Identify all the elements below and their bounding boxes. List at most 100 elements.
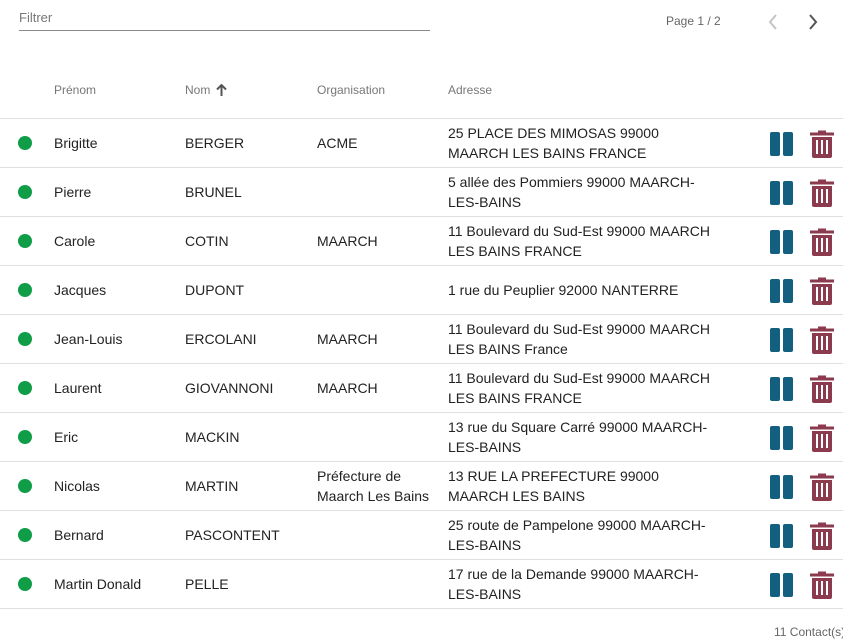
table-row[interactable]: Nicolas MARTIN Préfecture de Maarch Les … [0,461,843,510]
cell-nom: BRUNEL [185,184,242,200]
delete-button[interactable] [808,179,836,207]
trash-icon [810,277,834,305]
pause-button[interactable] [768,375,796,403]
delete-button[interactable] [808,277,836,305]
arrow-up-icon [216,84,228,96]
pause-icon [770,279,793,303]
table-row[interactable]: Carole COTIN MAARCH 11 Boulevard du Sud-… [0,216,843,265]
table-row[interactable]: Pierre BRUNEL 5 allée des Pommiers 99000… [0,167,843,216]
column-header-organisation[interactable]: Organisation [317,83,386,97]
cell-adresse: 11 Boulevard du Sud-Est 99000 MAARCH LES… [448,370,710,406]
cell-prenom: Bernard [54,527,104,543]
pause-button[interactable] [768,179,796,207]
cell-nom: BERGER [185,135,245,151]
cell-prenom: Jean-Louis [54,331,123,347]
status-indicator [18,479,32,493]
pause-button[interactable] [768,277,796,305]
pause-icon [770,475,793,499]
cell-organisation [317,168,442,216]
delete-button[interactable] [808,571,836,599]
cell-adresse: 13 rue du Square Carré 99000 MAARCH-LES-… [448,419,708,455]
cell-organisation [317,413,442,461]
status-indicator [18,430,32,444]
delete-button[interactable] [808,424,836,452]
pause-icon [770,230,793,254]
chevron-right-icon [809,14,818,30]
pause-button[interactable] [768,571,796,599]
cell-prenom: Pierre [54,184,92,200]
cell-nom: GIOVANNONI [185,380,274,396]
table-row[interactable]: Bernard PASCONTENT 25 route de Pampelone… [0,510,843,559]
filter-field[interactable] [19,8,430,31]
pause-icon [770,132,793,156]
cell-adresse: 11 Boulevard du Sud-Est 99000 MAARCH LES… [448,321,710,357]
pause-button[interactable] [768,522,796,550]
cell-prenom: Nicolas [54,478,100,494]
cell-nom: MARTIN [185,478,239,494]
trash-icon [810,522,834,550]
delete-button[interactable] [808,375,836,403]
cell-nom: PASCONTENT [185,527,280,543]
status-indicator [18,577,32,591]
cell-prenom: Carole [54,233,96,249]
previous-page-button[interactable] [761,10,785,34]
delete-button[interactable] [808,473,836,501]
pause-button[interactable] [768,473,796,501]
cell-prenom: Laurent [54,380,102,396]
cell-adresse: 25 PLACE DES MIMOSAS 99000 MAARCH LES BA… [448,125,659,161]
table-row[interactable]: Laurent GIOVANNONI MAARCH 11 Boulevard d… [0,363,843,412]
filter-input[interactable] [19,8,430,27]
delete-button[interactable] [808,522,836,550]
pause-icon [770,573,793,597]
status-indicator [18,283,32,297]
table-row[interactable]: Brigitte BERGER ACME 25 PLACE DES MIMOSA… [0,118,843,167]
cell-nom: MACKIN [185,429,240,445]
table-row[interactable]: Martin Donald PELLE 17 rue de la Demande… [0,559,843,609]
cell-adresse: 17 rue de la Demande 99000 MAARCH-LES-BA… [448,566,699,602]
pause-button[interactable] [768,424,796,452]
trash-icon [810,228,834,256]
table-row[interactable]: Eric MACKIN 13 rue du Square Carré 99000… [0,412,843,461]
column-header-adresse[interactable]: Adresse [448,83,493,97]
column-header-nom[interactable]: Nom [185,83,228,97]
cell-organisation: ACME [317,135,358,151]
cell-adresse: 1 rue du Peuplier 92000 NANTERRE [448,282,679,298]
status-indicator [18,381,32,395]
trash-icon [810,326,834,354]
pause-icon [770,328,793,352]
trash-icon [810,571,834,599]
next-page-button[interactable] [801,10,825,34]
cell-organisation [317,266,442,314]
pause-icon [770,377,793,401]
table-row[interactable]: Jean-Louis ERCOLANI MAARCH 11 Boulevard … [0,314,843,363]
delete-button[interactable] [808,130,836,158]
column-header-prenom[interactable]: Prénom [54,83,97,97]
status-indicator [18,136,32,150]
trash-icon [810,130,834,158]
cell-organisation: MAARCH [317,233,378,249]
cell-nom: PELLE [185,576,229,592]
pause-button[interactable] [768,326,796,354]
cell-adresse: 5 allée des Pommiers 99000 MAARCH-LES-BA… [448,174,695,210]
cell-adresse: 25 route de Pampelone 99000 MAARCH-LES-B… [448,517,706,553]
delete-button[interactable] [808,326,836,354]
pause-button[interactable] [768,228,796,256]
trash-icon [810,375,834,403]
status-indicator [18,528,32,542]
table-row[interactable]: Jacques DUPONT 1 rue du Peuplier 92000 N… [0,265,843,314]
cell-prenom: Jacques [54,282,107,298]
trash-icon [810,424,834,452]
cell-adresse: 13 RUE LA PREFECTURE 99000 MAARCH LES BA… [448,468,659,504]
cell-nom: COTIN [185,233,229,249]
pause-button[interactable] [768,130,796,158]
contact-count: 11 Contact(s) [774,625,843,639]
cell-prenom: Brigitte [54,135,98,151]
column-header-label: Nom [185,83,211,97]
contacts-table: Brigitte BERGER ACME 25 PLACE DES MIMOSA… [0,118,843,609]
cell-prenom: Martin Donald [54,576,142,592]
pause-icon [770,524,793,548]
status-indicator [18,234,32,248]
delete-button[interactable] [808,228,836,256]
cell-prenom: Eric [54,429,79,445]
pause-icon [770,181,793,205]
